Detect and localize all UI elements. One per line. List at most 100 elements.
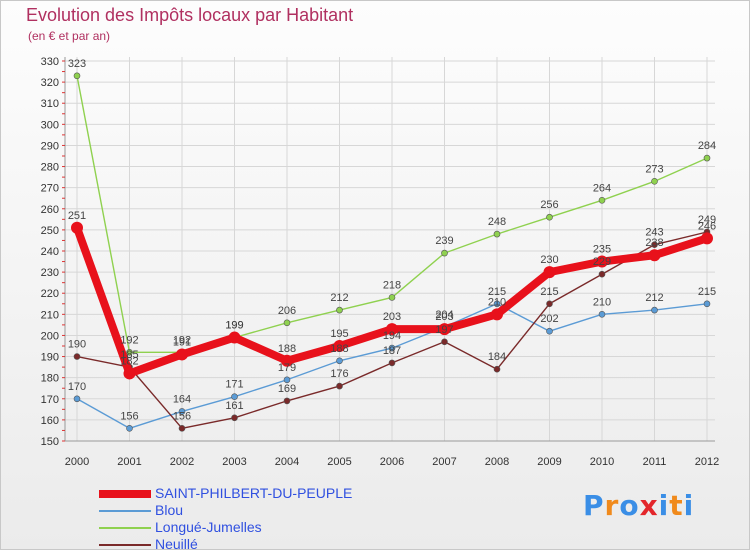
- data-point: [388, 294, 396, 301]
- y-tick-label: 170: [41, 394, 59, 406]
- x-tick-label: 2002: [170, 456, 194, 468]
- data-label: 197: [435, 324, 453, 336]
- data-point: [703, 300, 711, 308]
- x-tick-label: 2010: [590, 456, 614, 468]
- data-label: 229: [593, 256, 611, 268]
- data-label: 251: [68, 210, 86, 222]
- data-point: [228, 331, 241, 344]
- y-tick-label: 330: [41, 56, 59, 68]
- data-label: 273: [645, 163, 663, 175]
- chart-subtitle: (en € et par an): [28, 29, 111, 43]
- data-label: 284: [698, 140, 716, 152]
- data-point: [703, 154, 711, 162]
- data-label: 230: [540, 254, 558, 266]
- logo-letter: t: [669, 489, 684, 522]
- data-label: 264: [593, 182, 611, 194]
- data-point: [438, 323, 451, 336]
- x-tick-label: 2007: [432, 456, 456, 468]
- data-label: 235: [593, 244, 611, 256]
- grid: [65, 57, 715, 442]
- data-point: [333, 340, 346, 352]
- data-point: [231, 414, 238, 422]
- data-point: [283, 319, 291, 327]
- x-tick-label: 2009: [537, 456, 561, 468]
- data-point: [598, 311, 606, 318]
- data-point: [73, 353, 81, 360]
- x-tick-label: 2008: [485, 456, 509, 468]
- data-label: 248: [488, 216, 506, 228]
- y-tick-label: 270: [41, 183, 59, 195]
- data-label: 185: [120, 349, 138, 361]
- data-label: 215: [488, 286, 506, 298]
- data-point: [336, 306, 343, 314]
- data-label: 215: [698, 286, 716, 298]
- logo-letter: i: [658, 489, 670, 522]
- legend-label: SAINT-PHILBERT-DU-PEUPLE: [155, 485, 353, 501]
- data-label: 218: [383, 279, 401, 291]
- data-point: [651, 306, 658, 314]
- proxiti-logo: Proxiti: [583, 489, 694, 522]
- y-tick-label: 150: [41, 436, 59, 448]
- x-tick-label: 2003: [222, 456, 246, 468]
- data-point: [386, 323, 398, 336]
- data-point: [598, 270, 606, 278]
- data-label: 323: [68, 58, 86, 70]
- data-point: [281, 354, 293, 367]
- series-lines: [71, 72, 713, 432]
- data-label: 194: [383, 330, 401, 342]
- data-point: [543, 266, 556, 279]
- y-tick-label: 250: [41, 225, 59, 237]
- data-label: 202: [540, 313, 558, 325]
- data-point: [493, 300, 501, 308]
- data-labels: 170 156 164 171 179 188 194 204 215 202 210 212 215 3…: [68, 58, 716, 423]
- x-tick-label: 2006: [380, 456, 404, 468]
- data-label: 199: [225, 320, 243, 332]
- data-label: 243: [645, 227, 663, 239]
- data-label: 184: [488, 351, 506, 363]
- y-tick-label: 190: [41, 352, 59, 364]
- data-label: 182: [120, 355, 138, 367]
- data-label: 190: [68, 339, 86, 351]
- data-label: 210: [488, 296, 506, 308]
- data-label: 192: [120, 334, 138, 346]
- y-tick-label: 310: [41, 98, 59, 110]
- data-point: [178, 425, 186, 432]
- data-label: 199: [225, 320, 243, 332]
- data-label: 246: [698, 220, 716, 232]
- legend-swatch: [99, 527, 151, 529]
- data-point: [388, 359, 396, 367]
- x-tick-label: 2005: [327, 456, 351, 468]
- legend-swatch: [99, 510, 151, 512]
- y-tick-label: 230: [41, 267, 59, 279]
- data-point: [176, 348, 188, 361]
- data-label: 256: [540, 199, 558, 211]
- data-point: [231, 393, 238, 400]
- data-point: [493, 230, 501, 238]
- data-label: 210: [593, 296, 611, 308]
- y-tick-label: 160: [41, 415, 59, 427]
- data-point: [491, 308, 503, 321]
- data-point: [546, 300, 553, 308]
- y-tick-label: 260: [41, 204, 59, 216]
- data-point: [283, 376, 291, 384]
- data-label: 192: [173, 334, 191, 346]
- y-tick-label: 300: [41, 119, 59, 131]
- data-point: [596, 255, 608, 268]
- data-point: [441, 338, 448, 346]
- y-tick-label: 200: [41, 330, 59, 342]
- data-label: 156: [173, 410, 191, 422]
- data-label: 204: [435, 309, 453, 321]
- data-point: [71, 221, 83, 234]
- data-point: [441, 249, 448, 257]
- data-label: 156: [120, 410, 138, 422]
- data-label: 195: [330, 328, 348, 340]
- data-label: 238: [645, 237, 663, 249]
- y-tick-label: 220: [41, 288, 59, 300]
- data-label: 215: [540, 286, 558, 298]
- legend-label: Neuillé: [155, 536, 198, 552]
- data-point: [651, 241, 658, 248]
- data-label: 203: [383, 311, 401, 323]
- data-label: 171: [225, 379, 243, 391]
- data-label: 249: [698, 214, 716, 226]
